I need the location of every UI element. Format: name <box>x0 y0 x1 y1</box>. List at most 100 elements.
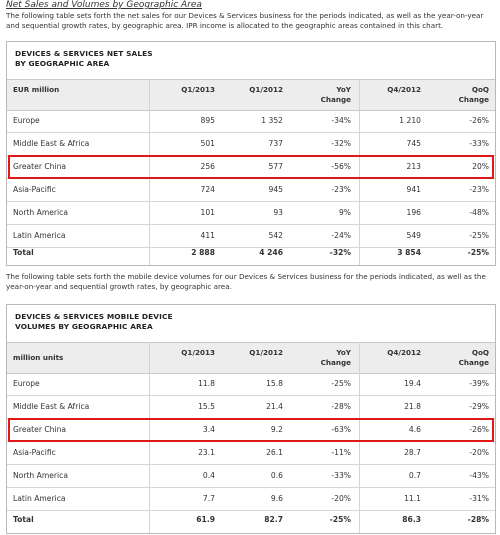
q4-2012-cell: 11.1 <box>404 494 421 503</box>
q4-2012-cell: 196 <box>406 208 422 217</box>
qoq-cell: -26% <box>469 425 489 434</box>
column-divider <box>359 79 360 265</box>
q4-2012-cell: 3 854 <box>397 248 421 257</box>
yoy-cell: -23% <box>331 185 351 194</box>
table-row: Latin America 7.7 9.6 -20% 11.1 -31% <box>7 488 495 511</box>
q4-2012-cell: 0.7 <box>408 471 421 480</box>
q1-2012-cell: 577 <box>268 162 284 171</box>
intro-paragraph-1: The following table sets forth the net s… <box>6 11 484 30</box>
q4-2012-cell: 19.4 <box>404 379 421 388</box>
q1-2012-cell: 737 <box>268 139 284 148</box>
q4-2012-cell: 28.7 <box>404 448 421 457</box>
table-row: Asia-Pacific 724 945 -23% 941 -23% <box>7 179 495 202</box>
q1-2012-cell: 1 352 <box>261 116 283 125</box>
table-title-line1: DEVICES & SERVICES MOBILE DEVICE <box>15 312 173 321</box>
region-cell: North America <box>13 471 68 480</box>
header-qoq-line2: Change <box>458 358 489 367</box>
qoq-cell: 20% <box>472 162 489 171</box>
q1-2013-cell: 23.1 <box>198 448 215 457</box>
header-qoq-line1: QoQ <box>471 348 489 357</box>
yoy-cell: -33% <box>331 471 351 480</box>
net-sales-table: DEVICES & SERVICES NET SALES BY GEOGRAPH… <box>6 41 496 266</box>
table-row: Europe 11.8 15.8 -25% 19.4 -39% <box>7 373 495 396</box>
q4-2012-cell: 213 <box>406 162 422 171</box>
region-cell: Greater China <box>13 425 67 434</box>
yoy-cell: -32% <box>331 139 351 148</box>
yoy-cell: -25% <box>329 515 351 524</box>
table-row: North America 101 93 9% 196 -48% <box>7 202 495 225</box>
qoq-cell: -43% <box>469 471 489 480</box>
region-cell: Europe <box>13 116 40 125</box>
header-yoy-line2: Change <box>320 95 351 104</box>
qoq-cell: -20% <box>469 448 489 457</box>
qoq-cell: -28% <box>467 515 489 524</box>
q4-2012-cell: 941 <box>406 185 422 194</box>
region-cell: Total <box>13 515 34 524</box>
q1-2012-cell: 945 <box>268 185 284 194</box>
header-q1-2012: Q1/2012 <box>249 85 283 94</box>
region-cell: Middle East & Africa <box>13 139 90 148</box>
table-title-line2: VOLUMES BY GEOGRAPHIC AREA <box>15 322 153 331</box>
q1-2013-cell: 61.9 <box>196 515 215 524</box>
qoq-cell: -25% <box>469 231 489 240</box>
yoy-cell: -63% <box>331 425 351 434</box>
q1-2013-cell: 11.8 <box>198 379 215 388</box>
q1-2013-cell: 7.7 <box>202 494 215 503</box>
q1-2012-cell: 0.6 <box>270 471 283 480</box>
q1-2012-cell: 15.8 <box>266 379 283 388</box>
header-qoq-line2: Change <box>458 95 489 104</box>
q1-2012-cell: 82.7 <box>264 515 283 524</box>
region-cell: Asia-Pacific <box>13 448 56 457</box>
yoy-cell: -28% <box>331 402 351 411</box>
table-row: Latin America 411 542 -24% 549 -25% <box>7 225 495 248</box>
yoy-cell: -20% <box>331 494 351 503</box>
region-cell: Asia-Pacific <box>13 185 56 194</box>
table-row: Asia-Pacific 23.1 26.1 -11% 28.7 -20% <box>7 442 495 465</box>
header-qoq-line1: QoQ <box>471 85 489 94</box>
yoy-cell: -32% <box>329 248 351 257</box>
yoy-cell: -11% <box>331 448 351 457</box>
q4-2012-cell: 86.3 <box>402 515 421 524</box>
qoq-cell: -23% <box>469 185 489 194</box>
region-cell: Latin America <box>13 231 66 240</box>
q1-2012-cell: 9.2 <box>270 425 283 434</box>
header-yoy-line2: Change <box>320 358 351 367</box>
q4-2012-cell: 4.6 <box>408 425 421 434</box>
q1-2013-cell: 2 888 <box>191 248 215 257</box>
qoq-cell: -25% <box>467 248 489 257</box>
q1-2013-cell: 0.4 <box>202 471 215 480</box>
region-cell: Europe <box>13 379 40 388</box>
q1-2012-cell: 26.1 <box>266 448 283 457</box>
region-cell: North America <box>13 208 68 217</box>
q1-2013-cell: 101 <box>200 208 216 217</box>
q1-2013-cell: 501 <box>200 139 216 148</box>
q4-2012-cell: 745 <box>406 139 422 148</box>
qoq-cell: -48% <box>469 208 489 217</box>
qoq-cell: -33% <box>469 139 489 148</box>
table-row: Europe 895 1 352 -34% 1 210 -26% <box>7 110 495 133</box>
q1-2013-cell: 724 <box>200 185 216 194</box>
table-title-line2: BY GEOGRAPHIC AREA <box>15 59 110 68</box>
region-cell: Greater China <box>13 162 67 171</box>
table-header: EUR million Q1/2013 Q1/2012 YoY Change Q… <box>7 79 495 111</box>
section-heading: Net Sales and Volumes by Geographic Area <box>6 0 202 10</box>
qoq-cell: -26% <box>469 116 489 125</box>
column-divider <box>359 342 360 533</box>
q1-2012-cell: 93 <box>273 208 283 217</box>
table-row: Middle East & Africa 501 737 -32% 745 -3… <box>7 133 495 156</box>
header-yoy-line1: YoY <box>336 348 351 357</box>
column-divider <box>149 79 150 265</box>
q4-2012-cell: 1 210 <box>399 116 421 125</box>
table-row: North America 0.4 0.6 -33% 0.7 -43% <box>7 465 495 488</box>
yoy-cell: -56% <box>331 162 351 171</box>
q1-2012-cell: 542 <box>268 231 284 240</box>
table-row: Middle East & Africa 15.5 21.4 -28% 21.8… <box>7 396 495 419</box>
q1-2013-cell: 895 <box>200 116 216 125</box>
region-cell: Total <box>13 248 34 257</box>
table-row: Greater China 3.4 9.2 -63% 4.6 -26% <box>7 419 495 442</box>
yoy-cell: -34% <box>331 116 351 125</box>
region-cell: Middle East & Africa <box>13 402 90 411</box>
q4-2012-cell: 549 <box>406 231 422 240</box>
header-q1-2013: Q1/2013 <box>181 348 215 357</box>
yoy-cell: -24% <box>331 231 351 240</box>
